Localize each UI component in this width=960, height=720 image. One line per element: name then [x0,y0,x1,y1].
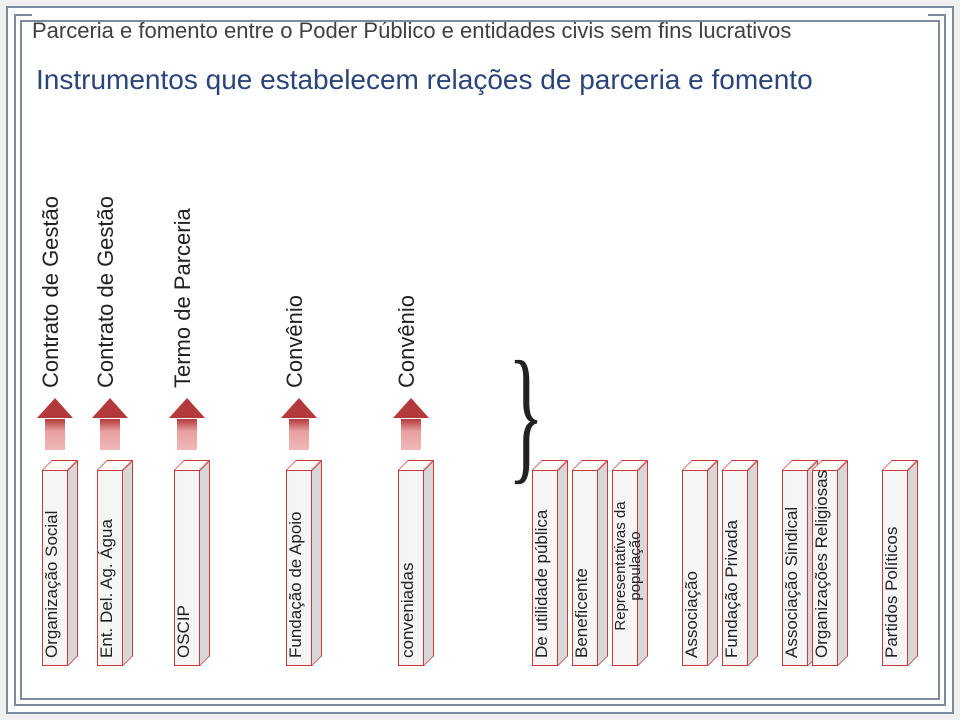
bar-label-assoc-sindical: Associação Sindical [782,507,802,658]
bar-label-fund-apoio: Fundação de Apoio [286,511,306,658]
column-ent-del-agua: Ent. Del. Ag. ÁguaContrato de Gestão [97,126,133,666]
bar-label-util-publica: De utilidade pública [532,510,552,658]
column-fund-privada: Fundação Privada [722,126,758,666]
instrument-label-oscip: Termo de Parceria [170,208,196,388]
instrument-label-fund-apoio: Convênio [282,295,308,388]
instrument-label-ent-del-agua: Contrato de Gestão [93,196,119,388]
bar-label-beneficente: Beneficente [572,568,592,658]
column-oscip: OSCIPTermo de Parceria [174,126,210,666]
bar-label-fund-privada: Fundação Privada [722,520,742,658]
column-util-publica: De utilidade pública [532,126,568,666]
bar-label-ent-del-agua: Ent. Del. Ag. Água [97,519,117,658]
arrow-icon [37,398,73,450]
instrument-label-org-social: Contrato de Gestão [38,196,64,388]
arrow-icon [281,398,317,450]
column-partidos: Partidos Políticos [882,126,918,666]
slide-frame: Parceria e fomento entre o Poder Público… [6,6,954,714]
arrow-icon [92,398,128,450]
instrument-label-conveniadas: Convênio [394,295,420,388]
arrow-icon [169,398,205,450]
column-beneficente: Beneficente [572,126,608,666]
column-conveniadas: conveniadasConvênio [398,126,434,666]
bar-label-associacao: Associação [682,571,702,658]
bar-label-partidos: Partidos Políticos [882,527,902,658]
header-title: Parceria e fomento entre o Poder Público… [32,18,791,43]
column-org-social: Organização SocialContrato de Gestão [42,126,78,666]
arrow-icon [393,398,429,450]
slide-subtitle: Instrumentos que estabelecem relações de… [36,64,952,96]
column-fund-apoio: Fundação de ApoioConvênio [286,126,322,666]
bar-label-representativas: Representativas da população [613,474,643,658]
column-representativas: Representativas da população [612,126,648,666]
bar-label-conveniadas: conveniadas [398,563,418,658]
column-org-religiosas: Organizações Religiosas [812,126,848,666]
bar-label-oscip: OSCIP [174,605,194,658]
column-associacao: Associação [682,126,718,666]
slide-header: Parceria e fomento entre o Poder Público… [32,12,928,52]
diagram-area: } Organização SocialContrato de GestãoEn… [42,126,918,666]
bar-label-org-social: Organização Social [42,511,62,658]
bar-label-org-religiosas: Organizações Religiosas [812,470,832,658]
